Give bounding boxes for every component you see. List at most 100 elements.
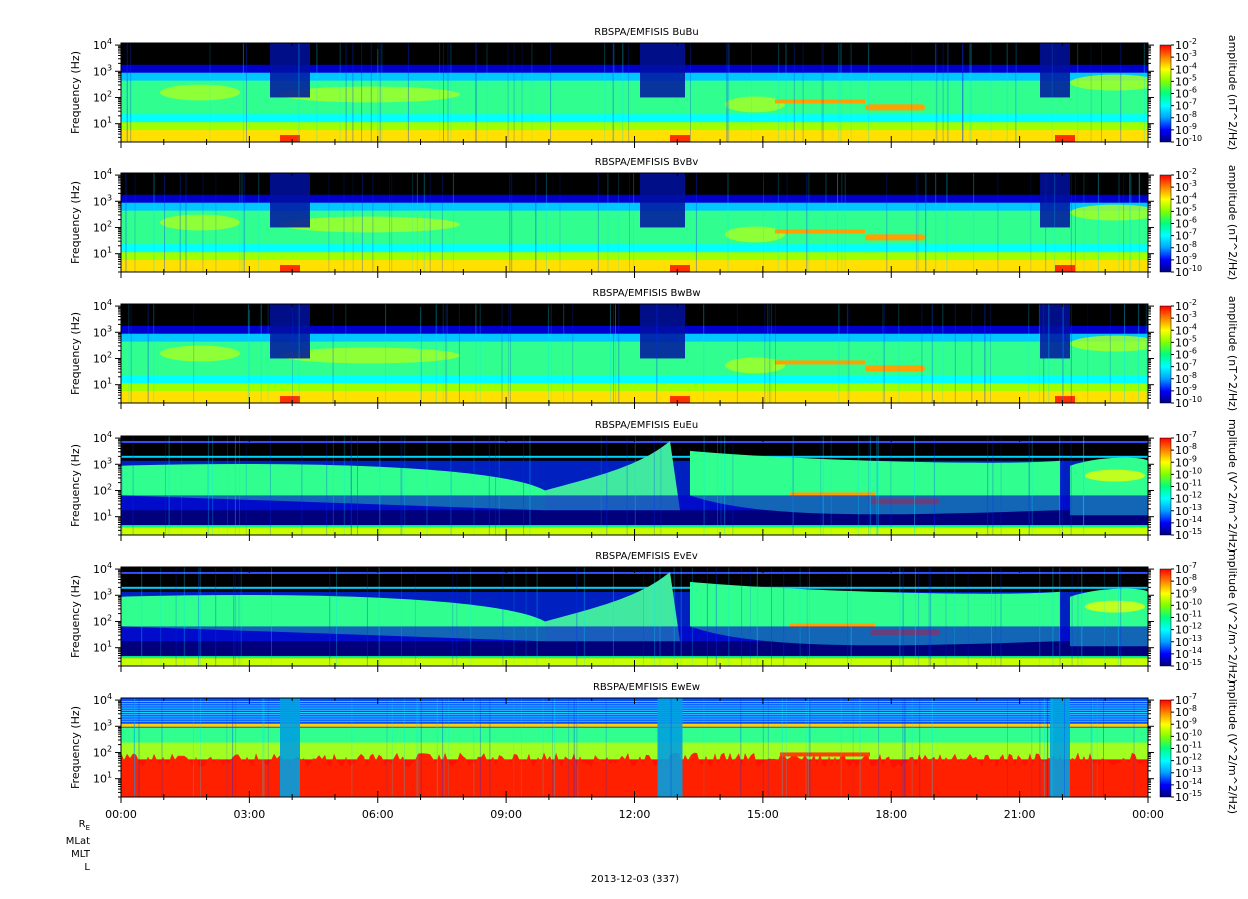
x-tick-label: 00:00	[1132, 808, 1164, 821]
colorbar	[1159, 437, 1172, 536]
panel-title: RBSPA/EMFISIS BvBv	[595, 157, 699, 168]
colorbar	[1159, 568, 1172, 667]
colorbar-tick-label: 10-10	[1175, 134, 1202, 149]
y-tick-label: 103	[93, 324, 112, 339]
x-tick-label: 12:00	[619, 808, 651, 821]
colorbar-label: mplitude (V^2/m^2/Hz)	[1226, 419, 1239, 552]
y-tick-label: 104	[93, 298, 112, 313]
colorbar-tick-label: 10-4	[1175, 322, 1197, 337]
colorbar-tick-label: 10-12	[1175, 491, 1202, 506]
colorbar-label: amplitude (nT^2/Hz)	[1226, 296, 1239, 411]
spectrogram-image	[121, 304, 1148, 403]
x-tick-label: 00:00	[105, 808, 137, 821]
y-tick-label: 102	[93, 219, 112, 234]
y-tick-label: 103	[93, 587, 112, 602]
spectrogram-panel: RBSPA/EMFISIS BuBu 101 102 103 104 Frequency …	[69, 27, 1239, 150]
ephemeris-labels: RE MLat MLT L	[40, 818, 90, 874]
x-tick-label: 15:00	[747, 808, 779, 821]
panel-title: RBSPA/EMFISIS BuBu	[594, 27, 698, 38]
time-axis: 00:00 03:00 06:00 09:00 12:00 15:00 18:00 21:00…	[105, 808, 1164, 821]
colorbar-tick-label: 10-12	[1175, 622, 1202, 637]
y-tick-label: 104	[93, 37, 112, 52]
colorbar-tick-label: 10-7	[1175, 430, 1197, 445]
colorbar	[1159, 699, 1172, 798]
colorbar	[1159, 305, 1172, 404]
colorbar-tick-label: 10-10	[1175, 395, 1202, 410]
colorbar-tick-label: 10-14	[1175, 777, 1202, 792]
y-tick-label: 103	[93, 456, 112, 471]
colorbar-tick-label: 10-11	[1175, 610, 1202, 625]
y-axis-label: Frequency (Hz)	[69, 444, 82, 527]
colorbar-tick-label: 10-7	[1175, 98, 1197, 113]
y-axis-label: Frequency (Hz)	[69, 51, 82, 134]
colorbar-tick-label: 10-14	[1175, 646, 1202, 661]
colorbar-tick-label: 10-7	[1175, 359, 1197, 374]
colorbar-tick-label: 10-3	[1175, 310, 1197, 325]
y-tick-label: 101	[93, 509, 112, 524]
colorbar-tick-label: 10-14	[1175, 515, 1202, 530]
colorbar-label: amplitude (nT^2/Hz)	[1226, 35, 1239, 150]
x-tick-label: 21:00	[1004, 808, 1036, 821]
x-tick-label: 06:00	[362, 808, 394, 821]
colorbar-tick-label: 10-6	[1175, 216, 1197, 231]
ephemeris-re-label: RE	[78, 819, 90, 832]
x-tick-label: 18:00	[875, 808, 907, 821]
colorbar-tick-label: 10-8	[1175, 110, 1197, 125]
colorbar-label: mplitude (V^2/m^2/Hz)	[1226, 681, 1239, 814]
colorbar	[1159, 174, 1172, 273]
ephemeris-mlat-label: MLat	[65, 836, 90, 847]
colorbar-tick-label: 10-13	[1175, 634, 1202, 649]
colorbar-tick-label: 10-10	[1175, 597, 1202, 612]
y-axis-label: Frequency (Hz)	[69, 706, 82, 789]
y-axis-label: Frequency (Hz)	[69, 575, 82, 658]
colorbar-tick-label: 10-5	[1175, 203, 1197, 218]
colorbar-tick-label: 10-4	[1175, 191, 1197, 206]
x-tick-label: 09:00	[490, 808, 522, 821]
spectrogram-image	[121, 698, 1148, 797]
y-tick-label: 102	[93, 482, 112, 497]
colorbar-tick-label: 10-7	[1175, 228, 1197, 243]
y-tick-label: 102	[93, 350, 112, 365]
colorbar-tick-label: 10-9	[1175, 383, 1197, 398]
y-tick-label: 104	[93, 430, 112, 445]
colorbar-tick-label: 10-8	[1175, 704, 1197, 719]
colorbar-tick-label: 10-12	[1175, 753, 1202, 768]
colorbar-tick-label: 10-13	[1175, 765, 1202, 780]
colorbar-tick-label: 10-10	[1175, 728, 1202, 743]
colorbar-tick-label: 10-15	[1175, 658, 1202, 673]
y-axis-label: Frequency (Hz)	[69, 312, 82, 395]
spectrogram-panel: RBSPA/EMFISIS EwEw 101 102 103 104 Frequency …	[69, 681, 1239, 814]
y-tick-label: 104	[93, 692, 112, 707]
colorbar-tick-label: 10-11	[1175, 741, 1202, 756]
spectrogram-image	[121, 436, 1148, 535]
colorbar-tick-label: 10-6	[1175, 347, 1197, 362]
colorbar-label: amplitude (nT^2/Hz)	[1226, 165, 1239, 280]
colorbar-tick-label: 10-9	[1175, 716, 1197, 731]
colorbar-tick-label: 10-3	[1175, 49, 1197, 64]
colorbar-tick-label: 10-10	[1175, 466, 1202, 481]
colorbar-tick-label: 10-8	[1175, 240, 1197, 255]
y-axis-label: Frequency (Hz)	[69, 181, 82, 264]
spectrogram-image	[121, 173, 1148, 272]
spectrogram-panel: RBSPA/EMFISIS BvBv 101 102 103 104 Frequency …	[69, 157, 1239, 280]
colorbar-tick-label: 10-8	[1175, 573, 1197, 588]
colorbar-tick-label: 10-5	[1175, 73, 1197, 88]
spectrogram-panel: RBSPA/EMFISIS BwBw 101 102 103 104 Frequency …	[69, 288, 1239, 411]
panel-title: RBSPA/EMFISIS BwBw	[592, 288, 700, 299]
panel-title: RBSPA/EMFISIS EvEv	[595, 551, 698, 562]
y-tick-label: 103	[93, 193, 112, 208]
colorbar-tick-label: 10-15	[1175, 527, 1202, 542]
colorbar-tick-label: 10-5	[1175, 334, 1197, 349]
colorbar-tick-label: 10-4	[1175, 61, 1197, 76]
colorbar-tick-label: 10-8	[1175, 371, 1197, 386]
y-tick-label: 101	[93, 246, 112, 261]
y-tick-label: 101	[93, 640, 112, 655]
colorbar-tick-label: 10-7	[1175, 692, 1197, 707]
colorbar-tick-label: 10-3	[1175, 179, 1197, 194]
colorbar-tick-label: 10-6	[1175, 86, 1197, 101]
colorbar-tick-label: 10-9	[1175, 252, 1197, 267]
spectrogram-image	[121, 43, 1148, 142]
colorbar-tick-label: 10-13	[1175, 503, 1202, 518]
colorbar-tick-label: 10-11	[1175, 479, 1202, 494]
spectrogram-panel: RBSPA/EMFISIS EuEu 101 102 103 104 Frequency …	[69, 419, 1239, 552]
